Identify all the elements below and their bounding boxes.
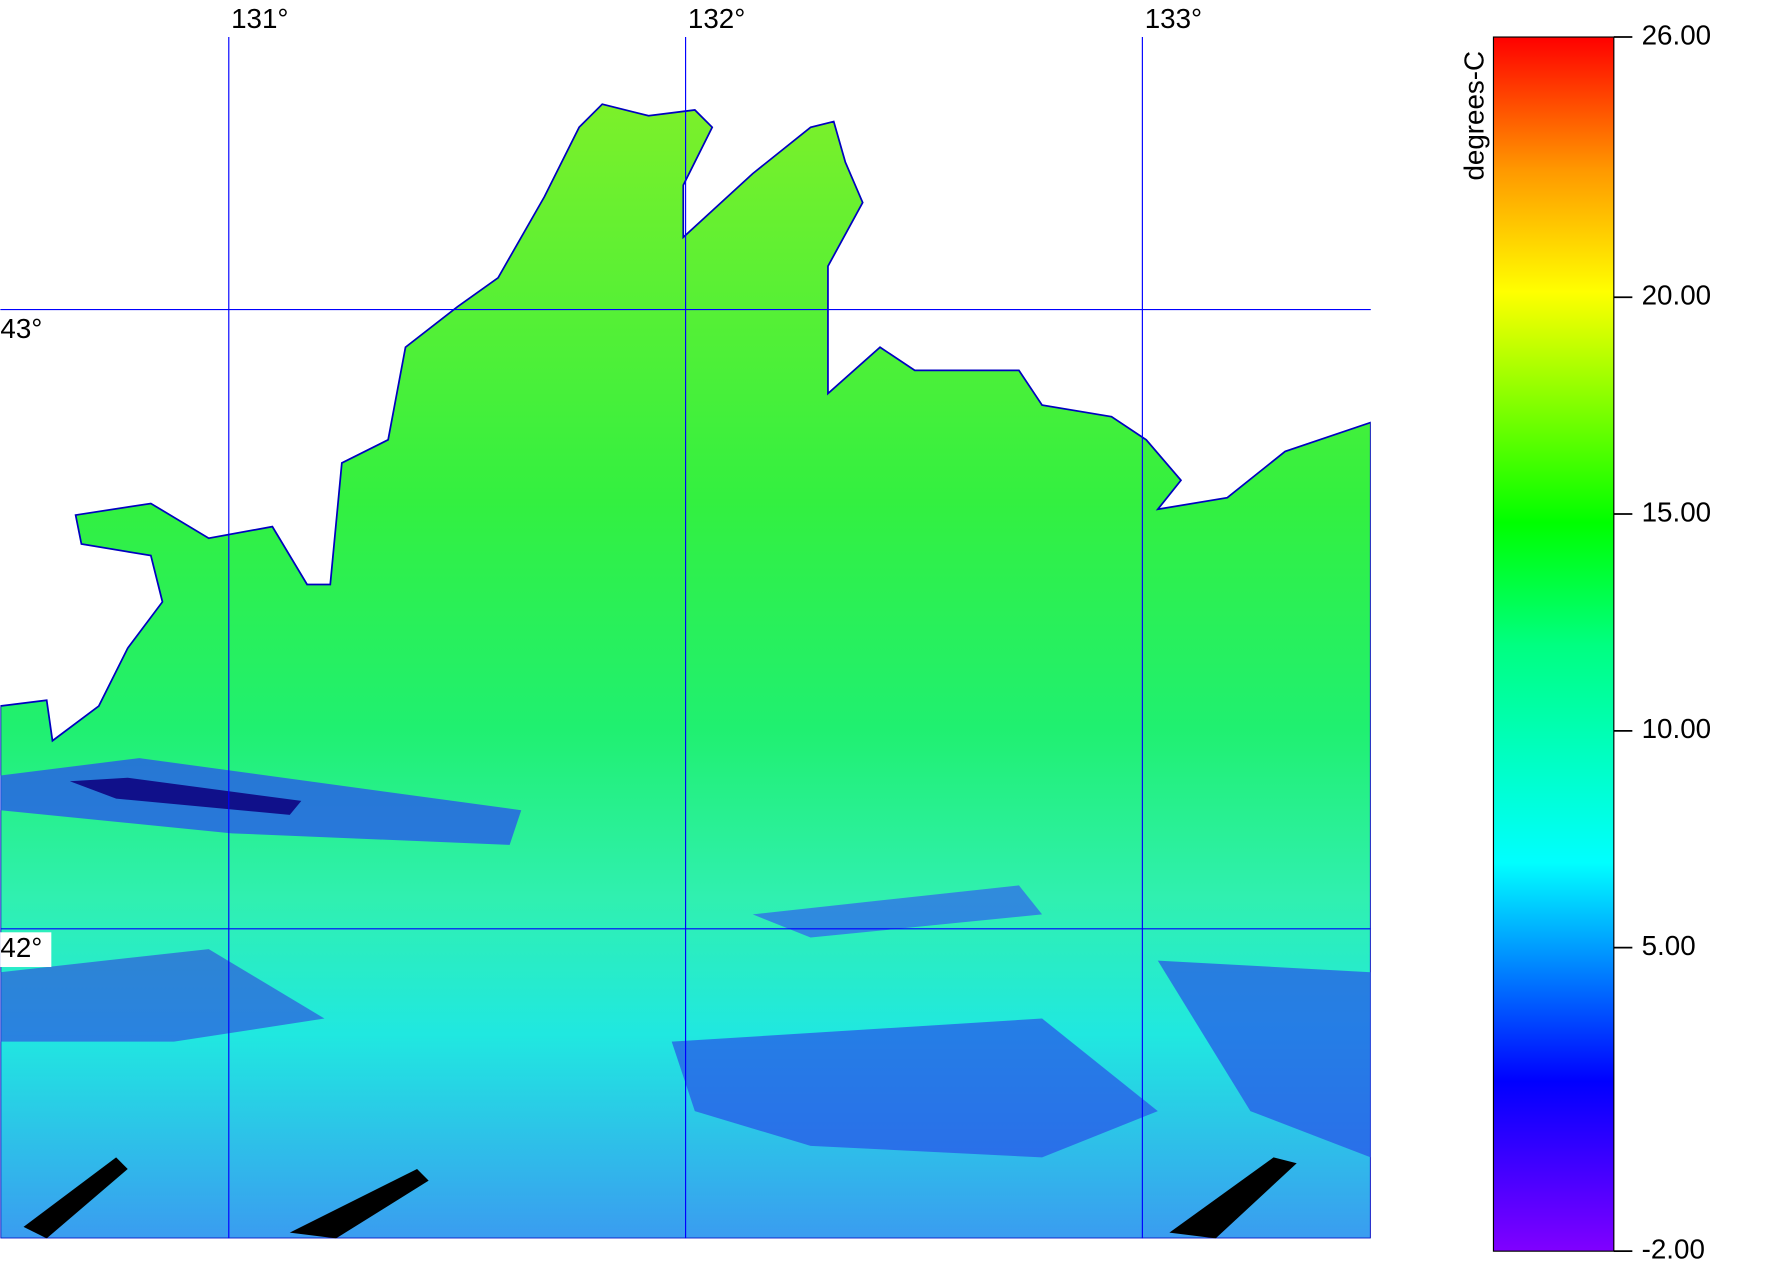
lat-label-bg (0, 313, 52, 348)
colorbar-tick-label: 10.00 (1642, 713, 1711, 744)
colorbar-tick-label: 5.00 (1642, 930, 1696, 961)
colorbar-tick-label: 20.00 (1642, 280, 1711, 311)
cold-band (69, 777, 302, 815)
colorbar-ticks: 26.00 20.00 15.00 10.00 5.00 -2.00 (1613, 19, 1711, 1264)
lat-label-bg (0, 932, 52, 968)
cold-band (1157, 960, 1371, 1158)
lon-label: 132° (688, 3, 745, 34)
lat-label: 42° (0, 932, 42, 963)
colorbar (1492, 36, 1615, 1252)
colorbar-label: degrees-C (1458, 51, 1489, 181)
sea-edge-fill (0, 1238, 1371, 1239)
cold-band (671, 1018, 1158, 1158)
cold-band (23, 1157, 128, 1239)
lon-label: 131° (231, 3, 288, 34)
cold-band (1169, 1157, 1297, 1239)
colorbar-tick-label: 26.00 (1642, 19, 1711, 50)
lon-label: 133° (1145, 3, 1202, 34)
cold-band (752, 885, 1043, 938)
graticule: 131° 132° 133° 43° 42° (0, 3, 1371, 1239)
cold-band (0, 949, 325, 1042)
cold-band (289, 1168, 429, 1239)
lat-label: 43° (0, 313, 42, 344)
colorbar-tick-label: 15.00 (1642, 496, 1711, 527)
colorbar-tick-label: -2.00 (1642, 1233, 1705, 1264)
